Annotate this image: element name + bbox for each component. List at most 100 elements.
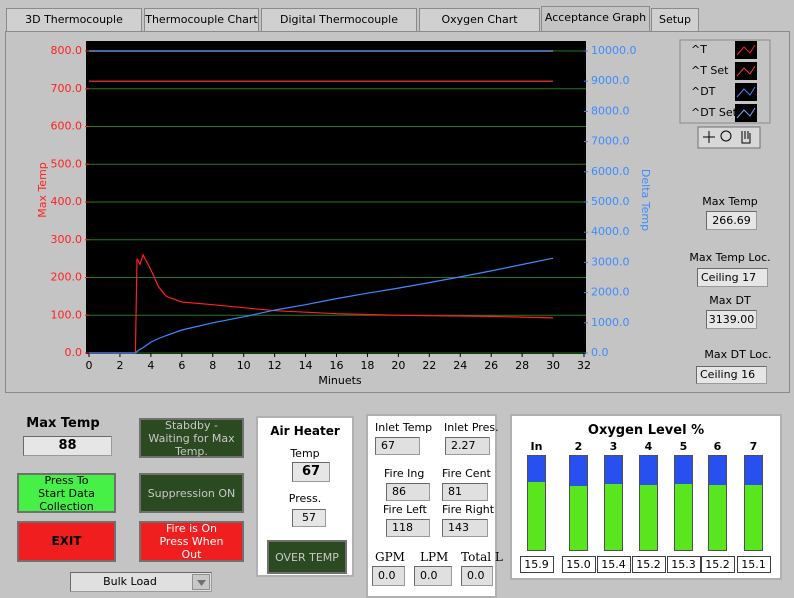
tank-level xyxy=(528,481,545,550)
tank-label: In xyxy=(530,440,543,453)
cursor-tool[interactable] xyxy=(703,131,715,143)
tank-level xyxy=(709,484,726,550)
inlet-value: 2.27 xyxy=(445,437,490,455)
y-tick-label: 700.0 xyxy=(51,82,83,95)
legend-swatch-bg xyxy=(735,104,757,122)
over-temp-indicator[interactable]: OVER TEMP xyxy=(267,540,347,574)
inlet-label: GPM xyxy=(375,550,405,564)
exit-button[interactable]: EXIT xyxy=(17,521,116,562)
inlet-value: 86 xyxy=(386,483,430,501)
x-tick-label: 14 xyxy=(299,359,313,372)
inlet-label: Inlet Temp xyxy=(375,421,433,434)
inlet-value: 0.0 xyxy=(414,566,452,586)
x-tick-label: 4 xyxy=(147,359,154,372)
inlet-label: Fire Ing xyxy=(384,467,425,480)
x-tick-label: 24 xyxy=(453,359,467,372)
legend-swatch-bg xyxy=(735,62,757,80)
dropdown-arrow[interactable] xyxy=(192,574,210,590)
tank-value: 15.0 xyxy=(561,556,596,573)
press-value: 57 xyxy=(292,509,326,527)
y2-tick-label: 3000.0 xyxy=(591,255,630,268)
indicator-value: Ceiling 17 xyxy=(697,268,768,287)
inlet-value: 81 xyxy=(442,483,488,501)
legend-swatch xyxy=(736,65,756,77)
temp-label: Temp xyxy=(290,447,320,460)
y2-tick-label: 0.0 xyxy=(591,346,609,359)
press-label: Press. xyxy=(288,492,322,505)
temp-value: 67 xyxy=(292,462,330,482)
oxygen-title: Oxygen Level % xyxy=(587,423,705,438)
indicator-label: Max Temp xyxy=(702,195,758,208)
inlet-value: 118 xyxy=(386,519,430,537)
x-tick-label: 18 xyxy=(360,359,374,372)
chart: Minuets Max Temp Delta Temp 0.0100.0200.… xyxy=(36,39,771,387)
y2-tick-label: 2000.0 xyxy=(591,286,630,299)
y-tick-label: 200.0 xyxy=(51,271,83,284)
air-heater-title: Air Heater xyxy=(270,424,340,438)
tab[interactable]: Setup xyxy=(651,8,699,32)
y2-tick-label: 5000.0 xyxy=(591,195,630,208)
legend-label: ^T xyxy=(691,43,707,56)
max-temp-value: 88 xyxy=(23,436,112,456)
y-tick-label: 300.0 xyxy=(51,233,83,246)
indicator-value: Ceiling 16 xyxy=(696,366,767,384)
tank-level xyxy=(640,484,657,550)
x-axis-title: Minuets xyxy=(318,374,362,387)
tank-value: 15.2 xyxy=(631,556,666,573)
tank-label: 4 xyxy=(644,440,653,453)
tank-label: 3 xyxy=(609,440,618,453)
y-tick-label: 600.0 xyxy=(51,120,83,133)
tank-label: 6 xyxy=(713,440,722,453)
y2-tick-label: 6000.0 xyxy=(591,165,630,178)
pan-tool[interactable] xyxy=(741,131,751,144)
tank-level xyxy=(745,485,762,550)
series-line xyxy=(89,257,554,354)
legend-swatch-bg xyxy=(735,41,757,59)
fire-button[interactable]: Fire is On Press When Out xyxy=(139,521,244,562)
tank-label: 2 xyxy=(574,440,583,453)
y2-tick-label: 4000.0 xyxy=(591,225,630,238)
indicator-value: 3139.00 xyxy=(706,310,757,329)
standby-indicator[interactable]: Stabdby - Waiting for Max Temp. xyxy=(139,418,244,458)
tank-label: 7 xyxy=(749,440,758,453)
x-tick-label: 16 xyxy=(330,359,344,372)
legend-swatch xyxy=(736,44,756,56)
tank-value: 15.3 xyxy=(666,556,701,573)
x-tick-label: 6 xyxy=(178,359,185,372)
y-tick-label: 800.0 xyxy=(51,44,83,57)
y-tick-label: 0.0 xyxy=(65,346,83,359)
y2-tick-label: 9000.0 xyxy=(591,74,630,87)
inlet-value: 143 xyxy=(442,519,488,537)
zoom-tool[interactable] xyxy=(720,130,732,142)
inlet-value: 0.0 xyxy=(461,566,493,586)
legend-swatch xyxy=(736,107,756,119)
inlet-label: Fire Left xyxy=(383,503,427,516)
plot-area xyxy=(86,41,586,354)
x-tick-label: 26 xyxy=(484,359,498,372)
x-tick-label: 12 xyxy=(268,359,282,372)
x-tick-label: 10 xyxy=(237,359,251,372)
y-tick-label: 100.0 xyxy=(51,308,83,321)
tab[interactable]: 3D Thermocouple Graph xyxy=(6,8,142,48)
x-tick-label: 0 xyxy=(86,359,93,372)
inlet-label: Total L xyxy=(461,550,503,564)
max-temp-label: Max Temp xyxy=(26,416,100,431)
inlet-value: 67 xyxy=(375,437,420,455)
y2-tick-label: 8000.0 xyxy=(591,104,630,117)
legend-swatch xyxy=(736,86,756,98)
arrow-icon xyxy=(197,580,206,586)
start-button[interactable]: Press To Start Data Collection xyxy=(17,473,116,513)
tab-active[interactable]: Acceptance Graph xyxy=(541,6,650,33)
suppression-indicator[interactable]: Suppression ON xyxy=(139,473,244,513)
load-select[interactable]: Bulk Load xyxy=(70,572,212,592)
inlet-label: Inlet Pres. xyxy=(444,421,499,434)
x-tick-label: 28 xyxy=(515,359,529,372)
y2-tick-label: 7000.0 xyxy=(591,135,630,148)
tank-value: 15.4 xyxy=(596,556,631,573)
x-tick-label: 2 xyxy=(116,359,123,372)
tank-level xyxy=(570,485,587,550)
tab[interactable]: Thermocouple Chart xyxy=(144,8,259,32)
tank-value: 15.1 xyxy=(736,556,771,573)
x-tick-label: 32 xyxy=(577,359,591,372)
tank-level xyxy=(605,483,622,550)
